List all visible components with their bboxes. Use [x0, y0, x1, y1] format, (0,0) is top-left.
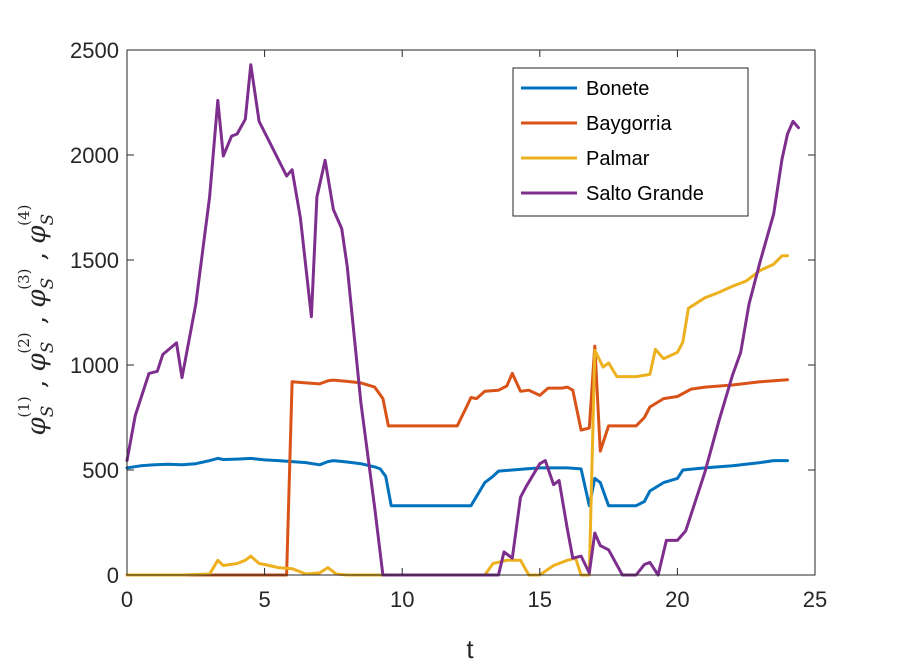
y-axis-title: φS(1) , φS(2) , φS(3) , φS(4)	[15, 205, 58, 436]
y-label-superscript: (2)	[15, 332, 33, 353]
series-line-bonete	[125, 456, 789, 508]
series-line-salto-grande	[125, 63, 800, 577]
y-tick-label: 500	[82, 458, 119, 483]
y-label-phi: φ	[22, 416, 52, 435]
y-tick-label: 2500	[70, 38, 119, 63]
x-tick-label: 25	[803, 587, 827, 612]
x-axis-title: t	[466, 634, 474, 664]
y-label-separator: ,	[22, 372, 52, 397]
legend-box	[512, 67, 749, 217]
y-label-superscript: (1)	[15, 396, 33, 417]
axes-box	[126, 49, 816, 576]
y-axis-label-text: φS(1) , φS(2) , φS(3) , φS(4)	[15, 205, 58, 436]
axes-layer	[126, 49, 816, 576]
y-label-separator: ,	[22, 308, 52, 333]
y-tick-label: 2000	[70, 143, 119, 168]
legend: Bonete Baygorria Palmar Salto Grande	[512, 67, 749, 217]
x-tick-label: 0	[121, 587, 133, 612]
y-label-phi: φ	[22, 225, 52, 244]
y-label-subscript: S	[38, 214, 58, 226]
y-label-subscript: S	[38, 406, 58, 418]
x-tick-label: 5	[258, 587, 270, 612]
legend-label: Palmar	[586, 148, 650, 170]
ticks-layer: 0 5 10 15 20 25 0 500 1000 1500 2000 2500	[70, 38, 827, 612]
x-tick-label: 15	[528, 587, 552, 612]
y-label-subscript: S	[38, 278, 58, 290]
legend-label: Bonete	[586, 78, 649, 100]
y-tick-label: 0	[107, 563, 119, 588]
y-label-separator: ,	[22, 244, 52, 269]
y-label-superscript: (4)	[15, 205, 33, 226]
y-label-phi: φ	[22, 353, 52, 372]
y-label-phi: φ	[22, 289, 52, 308]
x-tick-label: 20	[665, 587, 689, 612]
legend-label: Baygorria	[586, 113, 672, 135]
y-label-superscript: (3)	[15, 268, 33, 289]
y-tick-label: 1000	[70, 353, 119, 378]
legend-label: Salto Grande	[586, 183, 704, 205]
y-label-subscript: S	[38, 342, 58, 354]
x-tick-label: 10	[390, 587, 414, 612]
series-line-baygorria	[125, 344, 789, 577]
y-tick-label: 1500	[70, 248, 119, 273]
